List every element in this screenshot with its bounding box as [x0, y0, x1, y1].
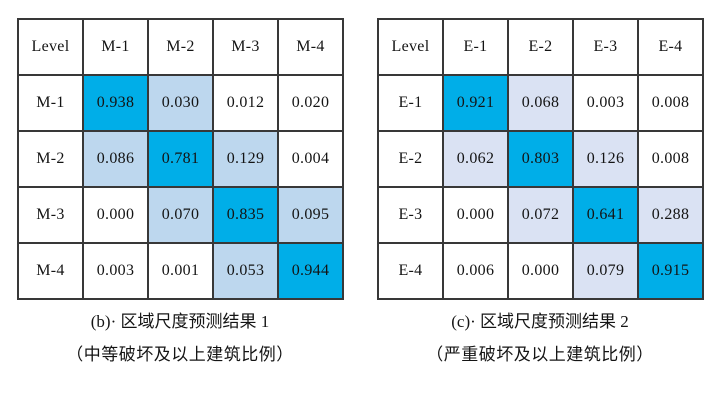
- table-row: Level E-1 E-2 E-3 E-4: [377, 18, 704, 76]
- row-label: M-4: [17, 242, 84, 300]
- value-cell: 0.288: [637, 186, 704, 244]
- value-cell: 0.062: [442, 130, 509, 188]
- table-row: M-4 0.003 0.001 0.053 0.944: [17, 242, 344, 300]
- value-cell: 0.070: [147, 186, 214, 244]
- table-row: M-3 0.000 0.070 0.835 0.095: [17, 186, 344, 244]
- header-cell: E-1: [442, 18, 509, 76]
- value-cell: 0.126: [572, 130, 639, 188]
- table-row: M-2 0.086 0.781 0.129 0.004: [17, 130, 344, 188]
- table-row: M-1 0.938 0.030 0.012 0.020: [17, 74, 344, 132]
- value-cell: 0.001: [147, 242, 214, 300]
- header-cell: M-4: [277, 18, 344, 76]
- value-cell: 0.003: [572, 74, 639, 132]
- row-label: M-2: [17, 130, 84, 188]
- value-cell: 0.079: [572, 242, 639, 300]
- header-cell: E-3: [572, 18, 639, 76]
- row-label: E-2: [377, 130, 444, 188]
- value-cell: 0.938: [82, 74, 149, 132]
- matrix-table-c: Level E-1 E-2 E-3 E-4 E-1 0.921 0.068 0.…: [377, 18, 704, 300]
- value-cell: 0.803: [507, 130, 574, 188]
- value-cell: 0.129: [212, 130, 279, 188]
- row-label: E-3: [377, 186, 444, 244]
- value-cell: 0.068: [507, 74, 574, 132]
- value-cell: 0.004: [277, 130, 344, 188]
- row-label: E-1: [377, 74, 444, 132]
- row-label: E-4: [377, 242, 444, 300]
- value-cell: 0.003: [82, 242, 149, 300]
- header-cell: M-1: [82, 18, 149, 76]
- header-cell: Level: [377, 18, 444, 76]
- value-cell: 0.781: [147, 130, 214, 188]
- value-cell: 0.008: [637, 130, 704, 188]
- value-cell: 0.000: [507, 242, 574, 300]
- table-row: E-1 0.921 0.068 0.003 0.008: [377, 74, 704, 132]
- value-cell: 0.921: [442, 74, 509, 132]
- panel-c: Level E-1 E-2 E-3 E-4 E-1 0.921 0.068 0.…: [377, 18, 704, 363]
- header-cell: M-3: [212, 18, 279, 76]
- caption-c-line1: (c)· 区域尺度预测结果 2: [451, 312, 629, 331]
- caption-b: (b)· 区域尺度预测结果 1 （中等破坏及以上建筑比例）: [17, 313, 343, 363]
- value-cell: 0.000: [82, 186, 149, 244]
- caption-c-line2: （严重破坏及以上建筑比例）: [426, 345, 654, 364]
- value-cell: 0.915: [637, 242, 704, 300]
- header-cell: Level: [17, 18, 84, 76]
- caption-b-line1: (b)· 区域尺度预测结果 1: [90, 312, 270, 331]
- header-cell: M-2: [147, 18, 214, 76]
- value-cell: 0.006: [442, 242, 509, 300]
- value-cell: 0.086: [82, 130, 149, 188]
- caption-c: (c)· 区域尺度预测结果 2 （严重破坏及以上建筑比例）: [377, 313, 703, 363]
- value-cell: 0.095: [277, 186, 344, 244]
- value-cell: 0.020: [277, 74, 344, 132]
- table-row: E-4 0.006 0.000 0.079 0.915: [377, 242, 704, 300]
- table-row: E-2 0.062 0.803 0.126 0.008: [377, 130, 704, 188]
- value-cell: 0.835: [212, 186, 279, 244]
- header-cell: E-2: [507, 18, 574, 76]
- value-cell: 0.944: [277, 242, 344, 300]
- value-cell: 0.072: [507, 186, 574, 244]
- header-cell: E-4: [637, 18, 704, 76]
- table-row: E-3 0.000 0.072 0.641 0.288: [377, 186, 704, 244]
- value-cell: 0.641: [572, 186, 639, 244]
- row-label: M-3: [17, 186, 84, 244]
- table-row: Level M-1 M-2 M-3 M-4: [17, 18, 344, 76]
- figure-two-panel: Level M-1 M-2 M-3 M-4 M-1 0.938 0.030 0.…: [17, 18, 704, 363]
- row-label: M-1: [17, 74, 84, 132]
- value-cell: 0.008: [637, 74, 704, 132]
- caption-b-line2: （中等破坏及以上建筑比例）: [66, 345, 294, 364]
- value-cell: 0.030: [147, 74, 214, 132]
- value-cell: 0.000: [442, 186, 509, 244]
- value-cell: 0.012: [212, 74, 279, 132]
- value-cell: 0.053: [212, 242, 279, 300]
- matrix-table-b: Level M-1 M-2 M-3 M-4 M-1 0.938 0.030 0.…: [17, 18, 344, 300]
- panel-b: Level M-1 M-2 M-3 M-4 M-1 0.938 0.030 0.…: [17, 18, 344, 363]
